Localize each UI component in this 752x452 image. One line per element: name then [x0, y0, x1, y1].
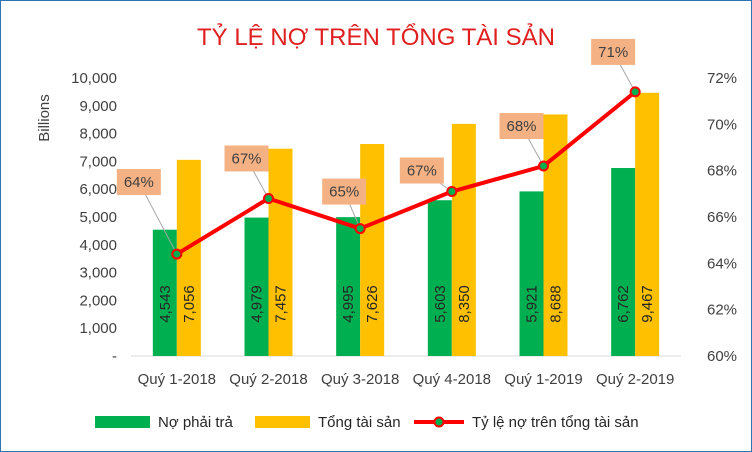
bar-assets	[268, 148, 293, 356]
ratio-marker	[446, 186, 458, 198]
bar-debt-value-label: 4,995	[340, 285, 357, 323]
x-tick-label: Quý 2-2019	[596, 371, 674, 388]
x-tick-label: Quý 4-2018	[413, 371, 491, 388]
ratio-label: 68%	[506, 118, 536, 135]
bar-debt-value-label: 5,603	[432, 285, 449, 323]
legend-swatch-debt	[95, 416, 150, 428]
y2-tick-label: 60%	[707, 348, 737, 365]
ratio-label-box	[399, 157, 444, 184]
x-tick-label: Quý 3-2018	[321, 371, 399, 388]
bars-layer	[152, 92, 660, 357]
ratio-line	[175, 90, 637, 256]
ratio-label-box	[224, 145, 269, 172]
ratio-label: 67%	[407, 163, 437, 180]
ratio-label: 65%	[329, 184, 359, 201]
legend-label-assets: Tổng tài sản	[318, 414, 401, 431]
y-tick-label: 10,000	[71, 70, 117, 87]
y-axis-label: Billions	[36, 94, 53, 142]
bar-debt-value-label: 5,921	[524, 285, 541, 323]
bar-debt-value-label: 6,762	[615, 285, 632, 323]
ratio-marker	[629, 86, 641, 98]
y2-tick-label: 70%	[707, 116, 737, 133]
bar-assets-value-label: 7,457	[273, 285, 290, 323]
y-tick-label: 7,000	[79, 153, 117, 170]
axes-layer: - 1,000 2,000 3,000 4,000 5,000 6,000 7,000 8,00…	[71, 70, 737, 388]
bar-debt-value-label: 4,543	[157, 285, 174, 323]
y-tick-label: 6,000	[79, 181, 117, 198]
y2-tick-label: 72%	[707, 70, 737, 87]
y2-tick-label: 64%	[707, 255, 737, 272]
bar-assets	[360, 143, 385, 356]
bar-assets-value-label: 7,626	[364, 285, 381, 323]
y2-tick-label: 66%	[707, 209, 737, 226]
y-tick-label: 4,000	[79, 237, 117, 254]
legend-swatch-ratio-marker	[433, 416, 445, 428]
ratio-label-box	[116, 169, 161, 196]
ratio-label: 64%	[124, 174, 154, 191]
x-tick-label: Quý 1-2019	[504, 371, 582, 388]
bar-assets-value-label: 8,350	[456, 285, 473, 323]
bar-assets-value-label: 7,056	[181, 285, 198, 323]
bar-debt-value-label: 4,979	[249, 285, 266, 323]
bar-assets	[635, 92, 660, 357]
legend-label-debt: Nợ phải trả	[158, 414, 234, 431]
y-tick-label: 2,000	[79, 292, 117, 309]
bar-assets	[451, 123, 476, 357]
x-tick-label: Quý 2-2018	[229, 371, 307, 388]
bar-debt	[427, 200, 452, 356]
legend-label-ratio: Tỷ lệ nợ trên tổng tài sản	[472, 414, 639, 431]
legend: Nợ phải trả Tổng tài sản Tỷ lệ nợ trên tổn…	[95, 414, 639, 431]
y-tick-label: 5,000	[79, 209, 117, 226]
bar-assets-value-label: 9,467	[639, 285, 656, 323]
bar-debt	[519, 191, 544, 356]
bar-assets	[176, 159, 201, 356]
bar-assets-value-label: 8,688	[548, 285, 565, 323]
bar-debt	[244, 217, 269, 356]
y-tick-label: -	[112, 348, 117, 365]
x-tick-label: Quý 1-2018	[138, 371, 216, 388]
ratio-marker	[354, 223, 366, 235]
y-tick-label: 8,000	[79, 126, 117, 143]
y-tick-label: 3,000	[79, 265, 117, 282]
ratio-label-box	[322, 178, 367, 205]
ratio-label-box	[499, 113, 544, 140]
labels-layer: 4,543 4,979 4,995 5,603 5,921 6,762 7,056 7,457…	[116, 38, 656, 323]
y2-tick-label: 68%	[707, 163, 737, 180]
ratio-label: 67%	[231, 150, 261, 167]
ratio-marker	[263, 192, 274, 204]
y2-tick-label: 62%	[707, 302, 737, 319]
ratio-marker	[171, 248, 183, 260]
ratio-marker	[538, 160, 549, 172]
y-tick-label: 9,000	[79, 98, 117, 115]
ratio-label: 71%	[598, 44, 628, 61]
bar-debt	[336, 217, 361, 356]
legend-swatch-assets	[255, 416, 310, 428]
ratio-label-box	[591, 38, 636, 65]
y-tick-label: 1,000	[79, 320, 117, 337]
chart-title: TỶ LỆ NỢ TRÊN TỔNG TÀI SẢN	[197, 22, 555, 51]
bar-debt	[611, 168, 636, 356]
